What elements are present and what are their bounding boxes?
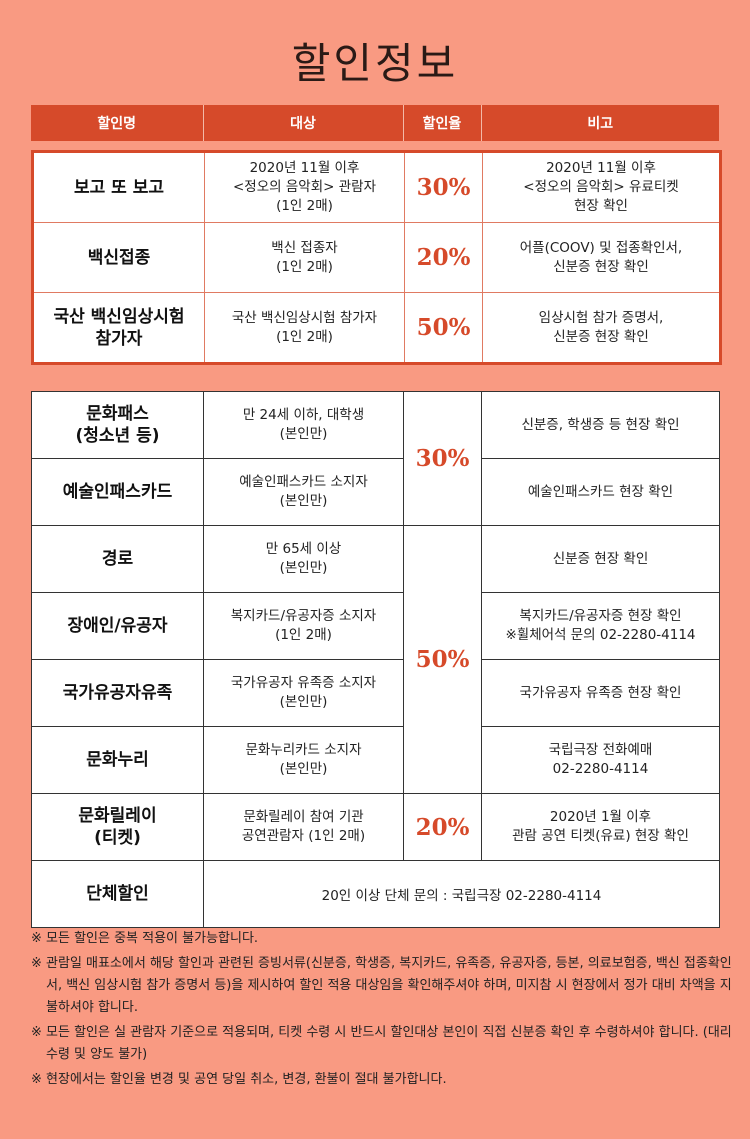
table-row: 국산 백신임상시험 참가자 국산 백신임상시험 참가자 (1인 2매) 50% 임상…: [32, 292, 721, 364]
discount-note: 신분증 현장 확인: [481, 525, 720, 593]
discount-rate: 30%: [404, 151, 483, 223]
discount-target: 백신 접종자 (1인 2매): [204, 222, 405, 293]
discount-target: 예술인패스카드 소지자 (본인만): [203, 458, 404, 526]
discount-name: 장애인/유공자: [31, 592, 204, 660]
discount-rate: 20%: [403, 793, 482, 861]
discount-rate: 50%: [403, 525, 482, 794]
discount-name: 경로: [31, 525, 204, 593]
table-row: 보고 또 보고 2020년 11월 이후 <정오의 음악회> 관람자 (1인 2매)…: [32, 151, 721, 223]
notice-list: ※ 모든 할인은 중복 적용이 불가능합니다. ※ 관람일 매표소에서 해당 할…: [31, 928, 736, 1094]
header-name: 할인명: [31, 105, 204, 141]
discount-note: 어플(COOV) 및 접종확인서, 신분증 현장 확인: [482, 222, 721, 293]
notice-item: ※ 모든 할인은 중복 적용이 불가능합니다.: [31, 931, 259, 946]
discount-target: 복지카드/유공자증 소지자 (1인 2매): [203, 592, 404, 660]
notice-item: ※ 관람일 매표소에서 해당 할인과 관련된 증빙서류(신분증, 학생증, 복지…: [31, 956, 732, 1015]
table-row: 단체할인 20인 이상 단체 문의 : 국립극장 02-2280-4114: [31, 860, 720, 928]
table-row: 경로 만 65세 이상 (본인만) 50% 신분증 현장 확인: [31, 525, 720, 794]
discount-name: 예술인패스카드: [31, 458, 204, 526]
notice-item: ※ 모든 할인은 실 관람자 기준으로 적용되며, 티켓 수령 시 반드시 할인…: [31, 1025, 732, 1062]
discount-target: 만 65세 이상 (본인만): [203, 525, 404, 593]
discount-target: 2020년 11월 이후 <정오의 음악회> 관람자 (1인 2매): [204, 151, 405, 223]
table-row: 장애인/유공자 복지카드/유공자증 소지자 (1인 2매) 복지카드/유공자증 현…: [31, 592, 720, 660]
table-row: 예술인패스카드 예술인패스카드 소지자 (본인만) 예술인패스카드 현장 확인: [31, 458, 720, 526]
discount-note: 예술인패스카드 현장 확인: [481, 458, 720, 526]
table-row: 백신접종 백신 접종자 (1인 2매) 20% 어플(COOV) 및 접종확인서,…: [32, 222, 721, 293]
header-rate: 할인율: [403, 105, 482, 141]
discount-target: 국가유공자 유족증 소지자 (본인만): [203, 659, 404, 727]
discount-name: 단체할인: [31, 860, 204, 928]
regular-discount-table: 문화패스 (청소년 등) 만 24세 이하, 대학생 (본인만) 30% 신분증, …: [31, 391, 720, 928]
discount-note: 2020년 11월 이후 <정오의 음악회> 유료티켓 현장 확인: [482, 151, 721, 223]
group-discount-note: 20인 이상 단체 문의 : 국립극장 02-2280-4114: [203, 860, 720, 928]
discount-target: 만 24세 이하, 대학생 (본인만): [203, 391, 404, 459]
header-target: 대상: [203, 105, 404, 141]
table-header: 할인명 대상 할인율 비고: [31, 105, 719, 141]
discount-target: 문화릴레이 참여 기관 공연관람자 (1인 2매): [203, 793, 404, 861]
discount-target: 국산 백신임상시험 참가자 (1인 2매): [204, 292, 405, 364]
discount-name: 문화릴레이 (티켓): [31, 793, 204, 861]
page-title: 할인정보: [291, 39, 459, 88]
discount-name: 국산 백신임상시험 참가자: [32, 292, 205, 364]
discount-name: 보고 또 보고: [32, 151, 205, 223]
discount-rate: 20%: [404, 222, 483, 293]
discount-note: 임상시험 참가 증명서, 신분증 현장 확인: [482, 292, 721, 364]
discount-name: 문화패스 (청소년 등): [31, 391, 204, 459]
discount-name: 백신접종: [32, 222, 205, 293]
discount-note: 복지카드/유공자증 현장 확인 ※휠체어석 문의 02-2280-4114: [481, 592, 720, 660]
table-row: 국가유공자유족 국가유공자 유족증 소지자 (본인만) 국가유공자 유족증 현장 …: [31, 659, 720, 727]
discount-name: 국가유공자유족: [31, 659, 204, 727]
discount-rate: 50%: [404, 292, 483, 364]
header-note: 비고: [481, 105, 719, 141]
discount-note: 2020년 1월 이후 관람 공연 티켓(유료) 현장 확인: [481, 793, 720, 861]
special-discount-table: 보고 또 보고 2020년 11월 이후 <정오의 음악회> 관람자 (1인 2매)…: [31, 150, 722, 365]
discount-note: 국립극장 전화예매 02-2280-4114: [481, 726, 720, 794]
table-row: 문화누리 문화누리카드 소지자 (본인만) 국립극장 전화예매 02-2280-41…: [31, 726, 720, 794]
notice-item: ※ 현장에서는 할인율 변경 및 공연 당일 취소, 변경, 환불이 절대 불가…: [31, 1072, 447, 1087]
discount-name: 문화누리: [31, 726, 204, 794]
table-row: 문화패스 (청소년 등) 만 24세 이하, 대학생 (본인만) 30% 신분증, …: [31, 391, 720, 526]
discount-rate: 30%: [403, 391, 482, 526]
table-row: 문화릴레이 (티켓) 문화릴레이 참여 기관 공연관람자 (1인 2매) 20% 2…: [31, 793, 720, 861]
discount-target: 문화누리카드 소지자 (본인만): [203, 726, 404, 794]
discount-note: 신분증, 학생증 등 현장 확인: [481, 391, 720, 459]
discount-note: 국가유공자 유족증 현장 확인: [481, 659, 720, 727]
